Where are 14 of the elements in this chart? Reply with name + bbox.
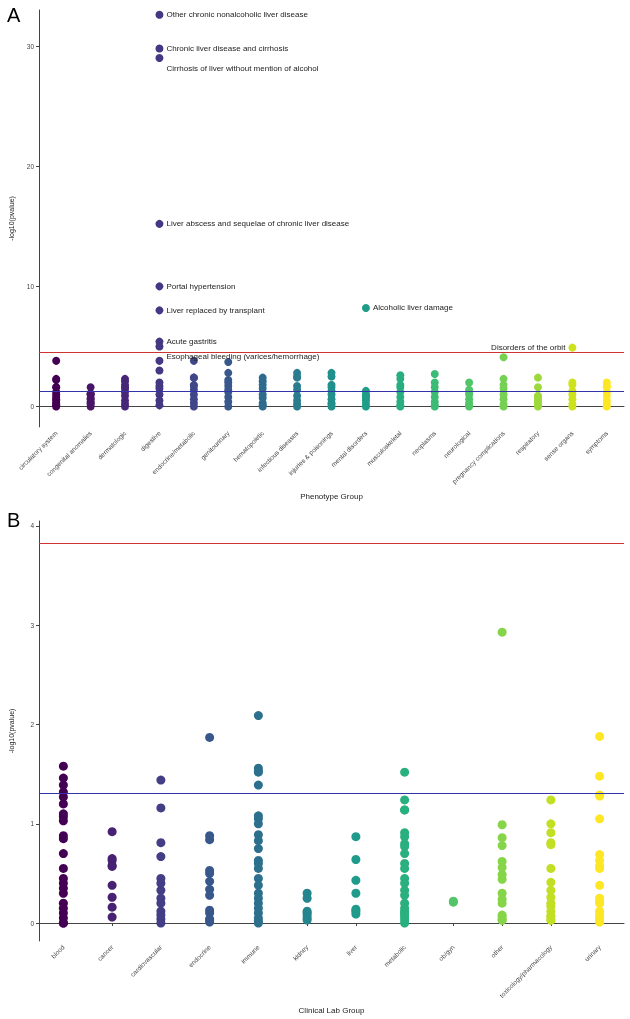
annotation: Portal hypertension (166, 281, 236, 291)
annotation: Chronic liver disease and cirrhosis (166, 43, 289, 53)
annotation: Liver replaced by transplant (166, 305, 266, 315)
annotation: Other chronic nonalcoholic liver disease (166, 10, 309, 20)
x-axis-title: Clinical Lab Group (298, 1005, 365, 1015)
chart-title: B (7, 509, 21, 531)
annotation: Esophageal bleeding (varices/hemorrhage) (166, 351, 320, 361)
annotation: Disorders of the orbit (491, 343, 567, 353)
annotation: Alcoholic liver damage (372, 303, 454, 313)
annotation: Acute gastritis (166, 337, 217, 347)
chart-title: A (7, 4, 21, 26)
annotation: Liver abscess and sequelae of chronic liver disease (166, 219, 350, 229)
annotation: Cirrhosis of liver without mention of alcohol (166, 63, 319, 73)
x-axis-title: Phenotype Group (300, 491, 364, 501)
